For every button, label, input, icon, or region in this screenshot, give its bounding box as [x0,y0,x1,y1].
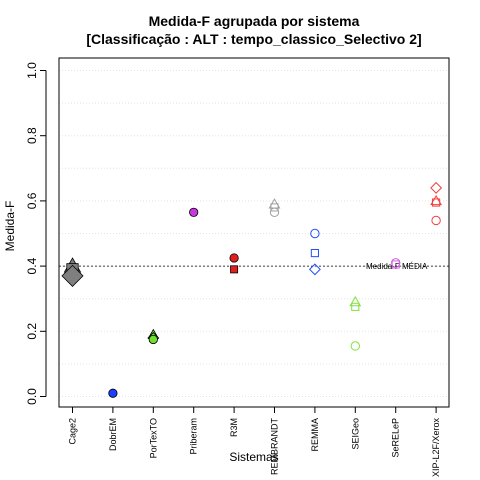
y-tick-label: 0.6 [25,192,39,209]
y-axis-label: Medida-F [3,201,17,252]
x-tick-label: SeRELeP [391,418,401,458]
x-tick-label: Cage2 [68,418,78,445]
y-tick-label: 0.0 [25,388,39,405]
data-point [350,341,360,351]
plot-area: 0.0 0.2 0.4 0.6 0.8 1.0 Cage2 DobrEM PorTexTO Pri… [25,57,450,478]
data-point [351,302,360,311]
x-tick-label: REMBRANDT [270,418,280,476]
data-point [432,198,441,207]
data-point [148,334,158,345]
x-tick-label: PorTexTO [148,418,158,458]
x-tick-label: Priberam [189,418,199,455]
data-point [308,263,321,276]
data-point [391,258,401,268]
data-point [431,215,441,226]
plot-border [58,57,450,408]
x-axis-label: Sistemas [229,450,278,464]
data-point [430,181,443,194]
data-point [270,203,279,212]
chart-title: Medida-F agrupada por sistema [149,13,360,29]
x-tick-label: XIP-L2F/Xerox [431,418,441,478]
chart-subtitle: [Classificação : ALT : tempo_classico_Se… [86,31,421,47]
y-tick-label: 1.0 [25,62,39,79]
data-point [349,295,362,307]
data-point [430,194,443,206]
data-point [229,253,239,263]
x-tick-label: REMMA [310,418,320,452]
data-point [230,265,239,274]
x-tick-label: DobrEM [108,418,118,451]
data-point [189,207,199,217]
data-point [108,388,118,398]
data-point [310,248,319,258]
data-point [269,207,280,218]
y-tick-label: 0.2 [25,323,39,340]
data-point [391,260,400,269]
x-tick-label: SEIGeo [350,418,360,450]
data-point [61,264,84,287]
y-tick-label: 0.8 [25,127,39,144]
data-point [310,228,320,239]
x-tick-label: R3M [229,418,239,437]
y-tick-label: 0.4 [25,257,39,274]
